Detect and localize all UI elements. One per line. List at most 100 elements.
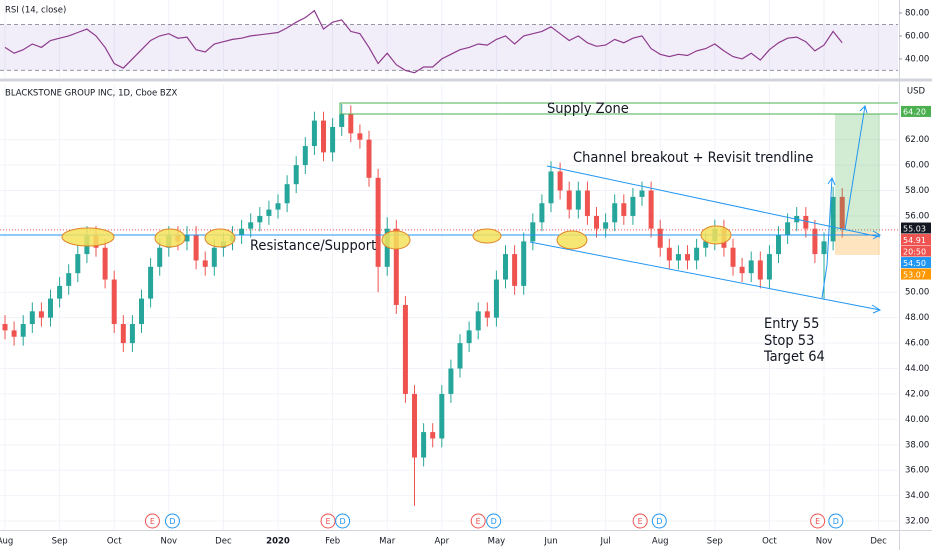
candle-body [66,273,72,286]
event-icon [470,513,486,529]
event-label: E [638,517,643,526]
candle-body [493,279,499,318]
candle-body [830,196,836,242]
event-label: D [340,517,346,526]
candle-body [766,254,772,280]
candle-body [412,393,418,458]
candle-body [839,196,845,229]
candle-body [20,324,26,337]
x-tick-label: Sep [707,537,723,547]
countdown-label: 20:50 [903,247,926,256]
candle-body [57,285,63,299]
candle-body [202,260,208,267]
currency: USD [907,87,926,97]
level-marker [61,227,115,247]
candle-body [275,203,281,210]
rsi-title: RSI (14, close) [5,6,66,16]
annotation: Entry 55 [764,316,819,332]
y-tick-label: 44.00 [905,364,929,374]
candle-body [694,247,700,261]
projection [844,105,868,231]
price-tag-label: 64.20 [903,108,926,117]
price-tag [901,257,931,269]
candle-body [239,228,245,236]
level-marker [204,228,236,248]
candle-body [821,241,827,255]
candle-body [566,190,572,210]
y-tick-label: 60.00 [905,31,929,41]
y-tick-label: 58.00 [905,186,929,196]
candle-body [439,393,445,439]
stop-zone [835,232,880,255]
candle-body [584,190,590,216]
arrow-head [872,230,882,240]
candle-body [657,228,663,248]
rsi-pane [0,9,898,74]
candle-body [293,165,299,185]
x-tick-label: 2020 [266,537,290,547]
candle-body [375,177,381,267]
candle-body [139,298,145,325]
event-label: D [833,517,839,526]
annotation: Channel breakout + Revisit trendline [573,150,813,166]
candle-body [211,247,217,267]
channel-lower [529,241,881,311]
event-icon [651,513,667,529]
chart-title: BLACKSTONE GROUP INC, 1D, Cboe BZX [5,89,178,99]
event-label: D [656,517,662,526]
candle-body [521,241,527,286]
candle-body [75,254,81,274]
y-tick-label: 56.00 [905,211,929,221]
price-tag-label: 55.03 [903,224,926,233]
annotation: Stop 53 [764,333,814,349]
candle-body [739,266,745,274]
candle-body [148,266,154,299]
level-marker [556,230,588,250]
level-marker [700,225,732,245]
candle-body [29,311,35,325]
x-tick-label: Jul [599,537,610,547]
candle-body [48,298,54,318]
y-tick-label: 40.00 [905,54,929,64]
candle-body [812,228,818,255]
candle-body [257,215,263,223]
x-tick-label: Apr [434,537,449,547]
y-tick-label: 42.00 [905,389,929,399]
candle-body [348,114,354,134]
projection [821,176,836,299]
event-icon [486,513,502,529]
event-label: E [150,517,155,526]
price-tag-label: 54.50 [903,259,926,268]
y-tick-label: 46.00 [905,339,929,349]
candle-body [366,139,372,178]
candle-body [457,343,463,369]
level-marker [154,228,186,248]
x-tick-label: Sep [52,537,68,547]
event-label: E [326,517,331,526]
price-tag [901,222,931,234]
event-label: D [491,517,497,526]
candle-body [648,190,654,229]
candle-body [603,222,609,229]
grid [0,0,898,530]
candle-body [266,209,272,216]
candle-body [184,235,190,242]
candle-body [776,235,782,255]
candle-body [530,222,536,242]
x-tick-label: Oct [107,537,122,547]
candle-body [484,311,490,318]
annotation: Resistance/Support [250,238,376,254]
candle-body [393,228,399,305]
y-tick-label: 34.00 [905,491,929,501]
candle-body [539,203,545,223]
x-tick-label: May [488,537,506,547]
y-tick-label: 40.00 [905,415,929,425]
event-icon [320,513,336,529]
candle-body [111,279,117,325]
x-tick-label: Nov [816,537,833,547]
y-tick-label: 62.00 [905,135,929,145]
event-label: E [815,517,820,526]
price-tag [901,268,931,280]
